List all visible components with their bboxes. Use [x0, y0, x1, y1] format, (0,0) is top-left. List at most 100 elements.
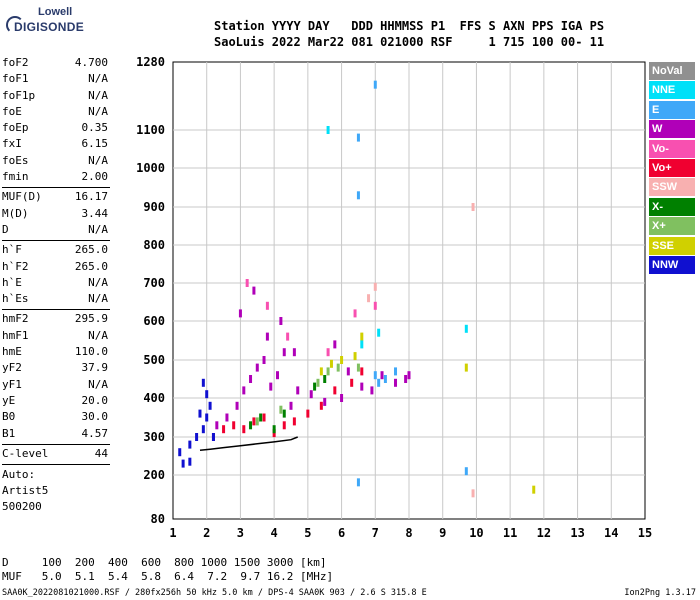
echo-point — [353, 352, 357, 361]
parameter-row: yF1 N/A — [2, 378, 110, 394]
software-version: Ion2Png 1.3.17 — [624, 588, 696, 598]
parameter-row: D N/A — [2, 223, 110, 239]
echo-point — [464, 363, 468, 372]
parameter-value: N/A — [88, 153, 108, 167]
echo-point — [222, 425, 226, 434]
echo-point — [373, 301, 377, 310]
parameter-label: B1 — [2, 426, 16, 440]
parameter-row: foEp 0.35 — [2, 121, 110, 137]
echo-point — [326, 126, 330, 134]
parameter-label: yF1 — [2, 377, 22, 391]
parameter-row: fxI 6.15 — [2, 137, 110, 153]
echo-point — [323, 397, 327, 406]
parameter-row: h`Es N/A — [2, 292, 110, 308]
echo-point — [360, 340, 364, 349]
parameter-row: C-level 44 — [2, 447, 110, 463]
echo-point — [471, 203, 475, 211]
echo-point — [333, 386, 337, 395]
parameter-value: 110.0 — [74, 345, 108, 359]
echo-point — [464, 467, 468, 476]
echo-point — [356, 363, 360, 372]
echo-point — [336, 363, 340, 372]
legend-item: NNE — [649, 81, 695, 100]
echo-point — [360, 367, 364, 376]
x-tick-label: 11 — [503, 526, 517, 540]
x-tick-label: 8 — [405, 526, 412, 540]
parameter-row: foE N/A — [2, 105, 110, 121]
legend-item: SSE — [649, 236, 695, 255]
echo-point — [313, 382, 317, 391]
distance-scale-line: D 100 200 400 600 800 1000 1500 3000 [km… — [2, 556, 327, 569]
echo-point — [198, 409, 202, 418]
echo-point — [208, 401, 212, 410]
echo-point — [380, 371, 384, 380]
y-tick-label: 1000 — [136, 161, 165, 175]
logo-arc-icon — [6, 16, 24, 34]
x-tick-label: 1 — [169, 526, 176, 540]
parameter-value: N/A — [88, 328, 108, 342]
parameter-label: fmin — [2, 170, 29, 184]
echo-point — [289, 401, 293, 410]
y-tick-label: 700 — [143, 276, 165, 290]
parameter-list: foF2 4.700 foF1 N/A foF1p N/A foE N/A foEp 0.35 fx… — [2, 56, 110, 466]
echo-point — [350, 378, 354, 387]
parameter-value: 16.17 — [74, 190, 108, 204]
echo-point — [326, 348, 330, 357]
logo-top-text: Lowell — [38, 6, 73, 18]
parameter-value: 265.0 — [74, 259, 108, 273]
parameter-value: 4.57 — [81, 426, 109, 440]
parameter-label: foF2 — [2, 56, 29, 69]
echo-point — [340, 394, 344, 402]
panel-separator — [2, 464, 110, 466]
parameter-label: hmF2 — [2, 312, 29, 326]
echo-point — [282, 409, 286, 418]
x-tick-label: 6 — [338, 526, 345, 540]
echo-point — [181, 459, 185, 468]
echo-point — [323, 375, 327, 383]
parameter-label: foF1 — [2, 72, 29, 86]
echo-point — [292, 348, 296, 357]
echo-point — [225, 413, 229, 422]
parameter-label: foE — [2, 104, 22, 118]
chart-grid — [172, 61, 646, 520]
echo-point — [346, 367, 350, 376]
echo-point — [383, 375, 387, 383]
legend-item: X- — [649, 197, 695, 216]
trace-line — [199, 436, 298, 452]
echo-point — [356, 478, 360, 487]
parameter-label: hmE — [2, 345, 22, 359]
echo-point — [188, 457, 192, 466]
y-tick-label: 80 — [151, 512, 165, 526]
echo-point — [370, 386, 374, 395]
echo-point — [242, 386, 246, 395]
x-tick-label: 12 — [537, 526, 551, 540]
echo-point — [360, 332, 364, 341]
legend-item: NoVal — [649, 62, 695, 80]
x-tick-label: 2 — [203, 526, 210, 540]
panel-separator — [2, 187, 110, 189]
echo-point — [367, 294, 371, 303]
parameter-value: 44 — [94, 446, 108, 460]
echo-point — [373, 371, 377, 380]
echo-point — [333, 340, 337, 349]
echo-point — [201, 378, 205, 387]
y-tick-label: 1100 — [136, 123, 165, 137]
echo-point — [319, 367, 323, 376]
parameter-value: 4.700 — [74, 56, 108, 69]
echo-point — [356, 133, 360, 142]
header-line-1: Station YYYY DAY DDD HHMMSS P1 FFS S AXN… — [214, 19, 605, 33]
parameter-label: B0 — [2, 410, 16, 424]
x-tick-label: 7 — [372, 526, 379, 540]
y-tick-label: 400 — [143, 391, 165, 405]
parameter-row: M(D) 3.44 — [2, 207, 110, 223]
parameter-label: h`Es — [2, 292, 29, 306]
echo-point — [532, 485, 536, 494]
parameter-label: D — [2, 222, 9, 236]
x-tick-label: 5 — [304, 526, 311, 540]
polarization-legend: NoVal NNE E W Vo- Vo+ SSW X- X+ SSE NNW — [649, 62, 695, 275]
parameter-row: hmF1 N/A — [2, 329, 110, 345]
echo-point — [464, 324, 468, 333]
echo-point — [279, 405, 283, 414]
echo-point — [340, 356, 344, 364]
